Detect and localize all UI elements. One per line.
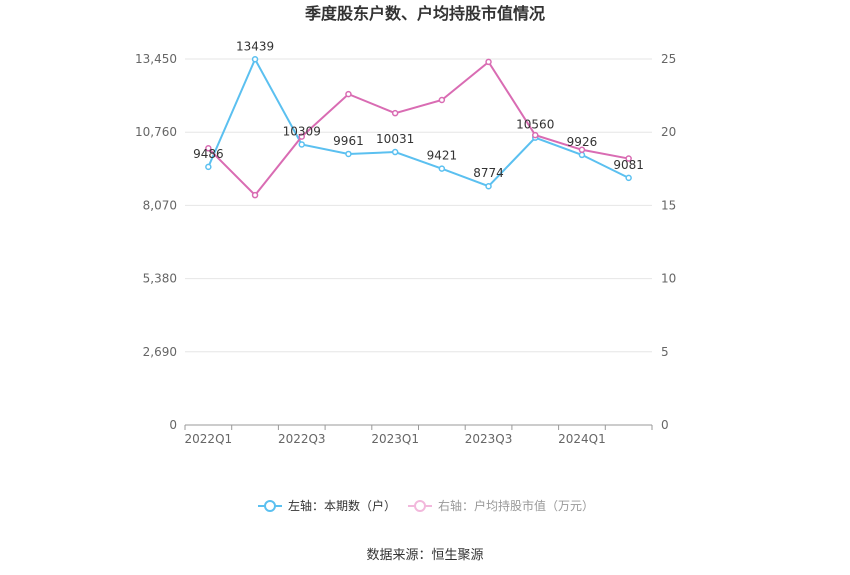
y-right-tick-label: 0 bbox=[661, 418, 669, 432]
data-point-right[interactable] bbox=[578, 146, 586, 154]
data-point-left[interactable] bbox=[391, 148, 399, 156]
data-label: 9486 bbox=[193, 147, 224, 161]
legend-label-left: 左轴：本期数（户） bbox=[288, 498, 396, 513]
y-right-tick-label: 5 bbox=[661, 345, 669, 359]
x-tick-label: 2023Q1 bbox=[371, 432, 419, 446]
chart-title: 季度股东户数、户均持股市值情况 bbox=[304, 4, 545, 23]
data-point-left[interactable] bbox=[298, 141, 305, 148]
data-label: 10560 bbox=[516, 118, 554, 132]
legend-item-right-series[interactable]: 右轴：户均持股市值（万元） bbox=[408, 498, 594, 513]
data-point-left[interactable] bbox=[205, 163, 212, 171]
legend-marker-icon-right bbox=[414, 500, 426, 512]
y-right-tick-label: 10 bbox=[661, 272, 676, 286]
y-left-tick-label: 10,760 bbox=[135, 125, 177, 139]
data-label: 10031 bbox=[376, 132, 414, 146]
legend[interactable]: 左轴：本期数（户） 右轴：户均持股市值（万元） bbox=[258, 498, 594, 513]
data-point-left[interactable] bbox=[625, 174, 632, 182]
data-point-right[interactable] bbox=[298, 133, 305, 140]
data-point-right[interactable] bbox=[532, 131, 539, 139]
data-point-left[interactable] bbox=[345, 150, 352, 158]
data-point-right[interactable] bbox=[391, 109, 399, 117]
data-point-left[interactable] bbox=[438, 165, 446, 172]
x-tick-label: 2024Q1 bbox=[558, 432, 606, 446]
data-label: 9421 bbox=[427, 149, 458, 163]
data-point-right[interactable] bbox=[205, 145, 212, 152]
series-line-left bbox=[207, 57, 630, 188]
data-label: 13439 bbox=[236, 39, 274, 53]
data-point-right[interactable] bbox=[625, 155, 632, 162]
y-right-tick-label: 25 bbox=[661, 52, 676, 66]
data-label: 9961 bbox=[333, 134, 364, 148]
data-label: 10309 bbox=[283, 124, 321, 138]
axes: 0 0 2,690 5 5,380 10 8,070 15 10,760 20 13,450 25 20… bbox=[135, 52, 676, 446]
data-point-right[interactable] bbox=[438, 96, 446, 104]
data-point-right[interactable] bbox=[485, 58, 492, 66]
y-left-tick-label: 8,070 bbox=[143, 198, 177, 212]
data-point-left[interactable] bbox=[251, 56, 259, 63]
legend-item-left-series[interactable]: 左轴：本期数（户） bbox=[258, 498, 396, 513]
x-tick-label: 2022Q3 bbox=[278, 432, 326, 446]
y-right-tick-label: 15 bbox=[661, 198, 676, 212]
data-labels: 9486 13439 10309 9961 10031 9421 8774 10560 9926… bbox=[193, 39, 644, 180]
grid bbox=[185, 58, 652, 353]
series-line-right bbox=[207, 60, 629, 197]
y-left-tick-label: 2,690 bbox=[143, 345, 177, 359]
data-label: 8774 bbox=[473, 166, 504, 180]
x-tick-label: 2023Q3 bbox=[465, 432, 513, 446]
data-point-left[interactable] bbox=[485, 182, 492, 190]
data-point-left[interactable] bbox=[578, 151, 586, 159]
data-point-right[interactable] bbox=[345, 90, 352, 98]
y-left-tick-label: 13,450 bbox=[135, 52, 177, 66]
y-left-tick-label: 0 bbox=[169, 418, 177, 432]
y-left-tick-label: 5,380 bbox=[143, 272, 177, 286]
legend-label-right: 右轴：户均持股市值（万元） bbox=[438, 498, 594, 513]
x-tick-label: 2022Q1 bbox=[185, 432, 233, 446]
data-point-right[interactable] bbox=[251, 191, 259, 199]
data-label: 9081 bbox=[613, 158, 644, 172]
legend-marker-icon-left bbox=[264, 500, 276, 512]
data-source: 数据来源：恒生聚源 bbox=[366, 548, 483, 563]
series-layer bbox=[205, 56, 632, 199]
data-label: 9926 bbox=[567, 135, 598, 149]
y-right-tick-label: 20 bbox=[661, 125, 676, 139]
